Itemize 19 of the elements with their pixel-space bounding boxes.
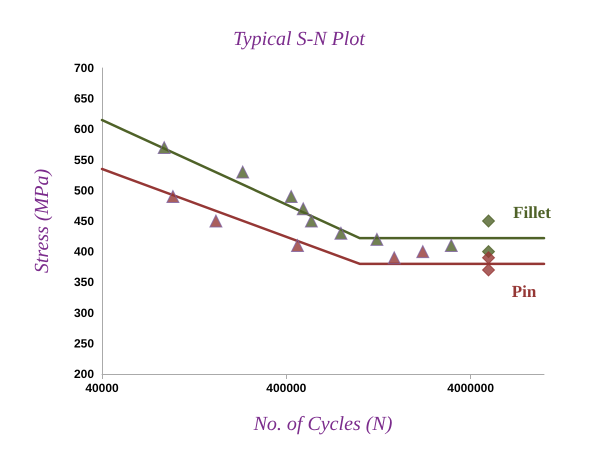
y-tick-label: 200 (74, 367, 94, 381)
y-tick-label: 500 (74, 183, 94, 198)
x-tick-label: 400000 (266, 381, 307, 395)
y-tick-label: 550 (74, 152, 94, 167)
y-tick-label: 650 (74, 92, 94, 106)
series-label: Fillet (513, 203, 552, 222)
y-tick-label: 350 (74, 275, 94, 290)
y-tick-label: 450 (74, 214, 94, 228)
series-label: Pin (512, 282, 537, 301)
x-tick-label: 40000 (85, 381, 120, 395)
y-tick-label: 600 (74, 122, 94, 136)
y-axis-title: Stress (MPa) (31, 168, 53, 274)
y-tick-label: 700 (74, 61, 94, 75)
y-tick-label: 300 (74, 306, 94, 320)
x-tick-label: 4000000 (447, 381, 494, 395)
chart-title: Typical S-N Plot (233, 28, 366, 50)
x-axis-title: No. of Cycles (N) (252, 413, 393, 435)
y-tick-label: 400 (74, 244, 94, 259)
y-tick-label: 250 (74, 336, 94, 350)
